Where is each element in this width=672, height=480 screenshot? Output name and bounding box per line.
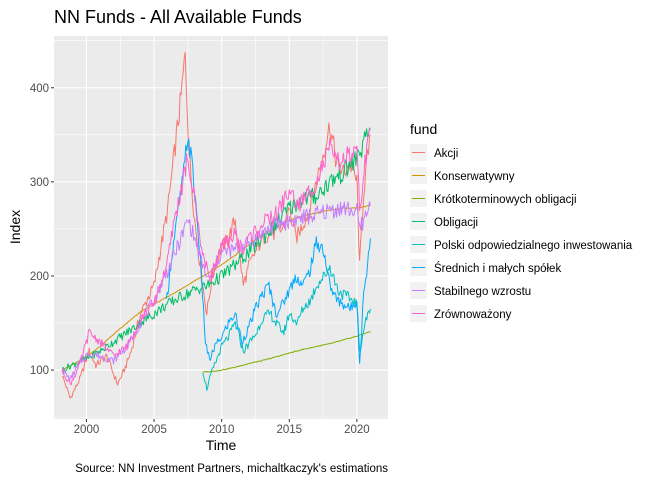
plot-panel: [54, 36, 388, 419]
series-line-2: [202, 331, 371, 373]
caption: Source: NN Investment Partners, michaltk…: [75, 463, 388, 475]
series-lines: [61, 51, 371, 399]
x-axis: 2000 2005 2010 2015 2020: [74, 419, 370, 436]
x-tick-label: 2010: [209, 424, 235, 436]
x-tick-label: 2015: [276, 424, 302, 436]
legend-label: Obligacji: [434, 217, 478, 229]
legend-label: Polski odpowiedzialnego inwestowania: [434, 240, 633, 252]
series-line-4: [202, 264, 371, 391]
series-line-3: [61, 127, 371, 373]
y-tick-label: 300: [30, 177, 49, 189]
x-tick-label: 2020: [344, 424, 370, 436]
legend: Akcji Konserwatywny Krótkoterminowych obli…: [410, 144, 633, 322]
legend-title: fund: [410, 121, 437, 137]
x-axis-title: Time: [206, 437, 237, 453]
y-axis: 100 200 300 400: [30, 83, 54, 377]
legend-label: Akcji: [434, 148, 458, 160]
y-tick-label: 200: [30, 271, 49, 283]
legend-label: Stabilnego wzrostu: [434, 286, 531, 298]
series-line-7: [61, 128, 371, 386]
x-tick-label: 2000: [74, 424, 100, 436]
legend-label: Krótkoterminowych obligacji: [434, 194, 577, 206]
legend-label: Zrównoważony: [434, 309, 512, 321]
y-tick-label: 400: [30, 83, 49, 95]
chart-title: NN Funds - All Available Funds: [54, 7, 302, 27]
y-axis-title: Index: [7, 210, 23, 244]
y-tick-label: 100: [30, 365, 49, 377]
legend-label: Średnich i małych spółek: [434, 262, 561, 275]
legend-label: Konserwatywny: [434, 171, 515, 183]
x-tick-label: 2005: [141, 424, 167, 436]
